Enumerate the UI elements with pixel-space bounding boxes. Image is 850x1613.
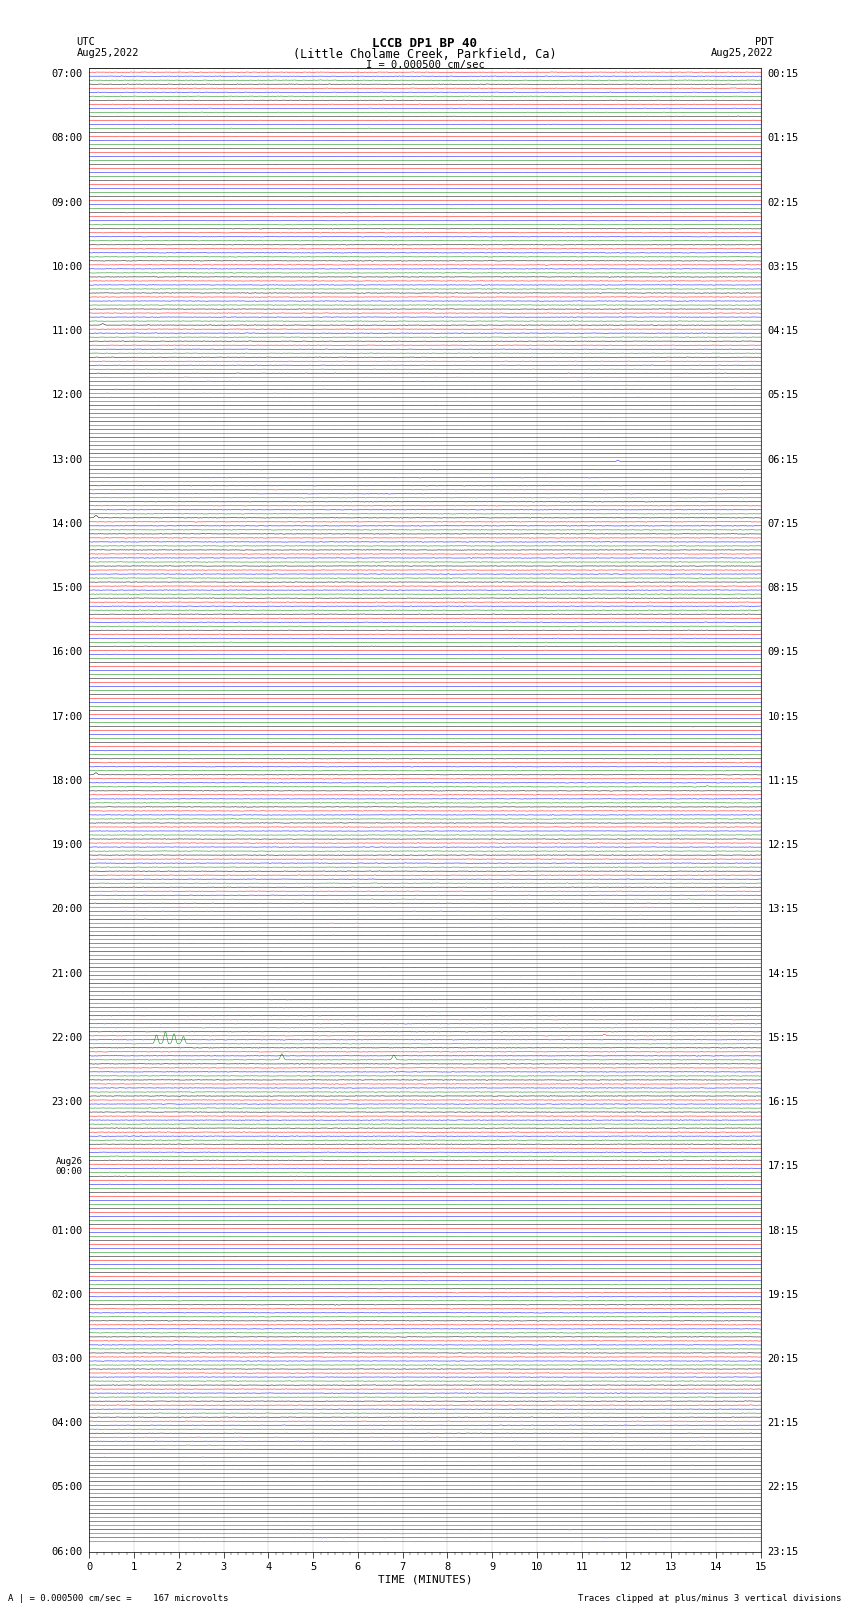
Text: 04:15: 04:15	[768, 326, 799, 336]
Text: 02:15: 02:15	[768, 198, 799, 208]
Text: 03:00: 03:00	[51, 1353, 82, 1365]
Text: (Little Cholame Creek, Parkfield, Ca): (Little Cholame Creek, Parkfield, Ca)	[293, 48, 557, 61]
Text: 05:00: 05:00	[51, 1482, 82, 1492]
Text: 18:15: 18:15	[768, 1226, 799, 1236]
Text: 00:15: 00:15	[768, 69, 799, 79]
Text: 14:00: 14:00	[51, 519, 82, 529]
Text: 12:00: 12:00	[51, 390, 82, 400]
Text: Aug25,2022: Aug25,2022	[76, 48, 139, 58]
Text: 22:00: 22:00	[51, 1032, 82, 1042]
Text: 19:00: 19:00	[51, 840, 82, 850]
Text: 04:00: 04:00	[51, 1418, 82, 1428]
Text: Aug26
00:00: Aug26 00:00	[55, 1157, 82, 1176]
Text: 06:15: 06:15	[768, 455, 799, 465]
Text: Aug25,2022: Aug25,2022	[711, 48, 774, 58]
Text: 09:15: 09:15	[768, 647, 799, 658]
Text: 20:00: 20:00	[51, 905, 82, 915]
Text: 01:15: 01:15	[768, 134, 799, 144]
Text: 16:00: 16:00	[51, 647, 82, 658]
Text: 20:15: 20:15	[768, 1353, 799, 1365]
Text: 22:15: 22:15	[768, 1482, 799, 1492]
Text: A | = 0.000500 cm/sec =    167 microvolts: A | = 0.000500 cm/sec = 167 microvolts	[8, 1594, 229, 1603]
Text: 18:00: 18:00	[51, 776, 82, 786]
Text: 19:15: 19:15	[768, 1290, 799, 1300]
Text: PDT: PDT	[755, 37, 774, 47]
Text: 07:00: 07:00	[51, 69, 82, 79]
Text: LCCB DP1 BP 40: LCCB DP1 BP 40	[372, 37, 478, 50]
Text: 11:15: 11:15	[768, 776, 799, 786]
Text: 23:15: 23:15	[768, 1547, 799, 1557]
Text: 15:00: 15:00	[51, 582, 82, 594]
Text: 07:15: 07:15	[768, 519, 799, 529]
Text: 08:00: 08:00	[51, 134, 82, 144]
Text: 12:15: 12:15	[768, 840, 799, 850]
Text: 01:00: 01:00	[51, 1226, 82, 1236]
Text: 10:15: 10:15	[768, 711, 799, 721]
Text: 21:15: 21:15	[768, 1418, 799, 1428]
Text: 08:15: 08:15	[768, 582, 799, 594]
Text: I = 0.000500 cm/sec: I = 0.000500 cm/sec	[366, 60, 484, 69]
Text: 13:00: 13:00	[51, 455, 82, 465]
Text: 15:15: 15:15	[768, 1032, 799, 1042]
Text: 21:00: 21:00	[51, 968, 82, 979]
X-axis label: TIME (MINUTES): TIME (MINUTES)	[377, 1574, 473, 1586]
Text: UTC: UTC	[76, 37, 95, 47]
Text: 02:00: 02:00	[51, 1290, 82, 1300]
Text: Traces clipped at plus/minus 3 vertical divisions: Traces clipped at plus/minus 3 vertical …	[578, 1594, 842, 1603]
Text: 16:15: 16:15	[768, 1097, 799, 1107]
Text: 10:00: 10:00	[51, 261, 82, 273]
Text: 09:00: 09:00	[51, 198, 82, 208]
Text: 06:00: 06:00	[51, 1547, 82, 1557]
Text: 11:00: 11:00	[51, 326, 82, 336]
Text: 05:15: 05:15	[768, 390, 799, 400]
Text: 17:15: 17:15	[768, 1161, 799, 1171]
Text: 23:00: 23:00	[51, 1097, 82, 1107]
Text: 14:15: 14:15	[768, 968, 799, 979]
Text: 03:15: 03:15	[768, 261, 799, 273]
Text: 13:15: 13:15	[768, 905, 799, 915]
Text: 17:00: 17:00	[51, 711, 82, 721]
